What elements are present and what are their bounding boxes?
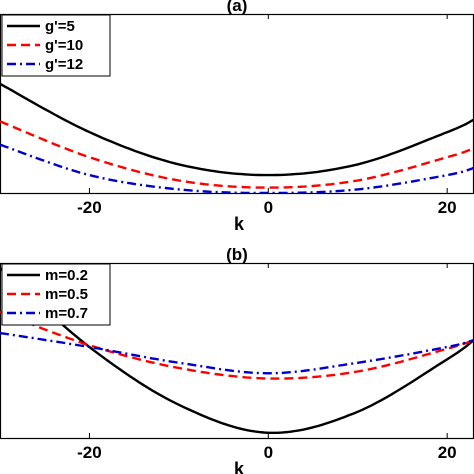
series-line-1: [0, 120, 474, 189]
legend: g'=5 g'=10 g'=12: [1, 14, 111, 77]
panel-label: (a): [227, 0, 248, 15]
x-tick-label: 20: [438, 198, 457, 217]
legend: m=0.2 m=0.5 m=0.7: [1, 263, 111, 326]
x-tick-label: 0: [264, 198, 273, 217]
series-line-0: [0, 82, 474, 177]
legend-entry: g'=12: [45, 56, 83, 73]
legend-box: [1, 14, 111, 77]
series-line-2: [0, 331, 474, 375]
panel-a: (a) -20 0 20 k g'=5 g'=10 g'=12: [0, 0, 474, 234]
legend-entry: g'=10: [45, 37, 83, 54]
x-tick-label: 0: [264, 443, 273, 462]
x-axis-label: k: [234, 214, 245, 234]
panel-label: (b): [226, 245, 248, 264]
legend-entry: g'=5: [45, 18, 75, 35]
x-tick-label: -20: [77, 198, 102, 217]
panel-b: (b) -20 0 20 k m=0.2 m=0.5 m=0.7: [0, 245, 474, 474]
legend-entry: m=0.2: [45, 267, 88, 284]
x-axis-label: k: [234, 459, 245, 474]
legend-entry: m=0.7: [45, 305, 88, 322]
x-tick-label: -20: [77, 443, 102, 462]
legend-entry: m=0.5: [45, 286, 88, 303]
x-tick-label: 20: [438, 443, 457, 462]
